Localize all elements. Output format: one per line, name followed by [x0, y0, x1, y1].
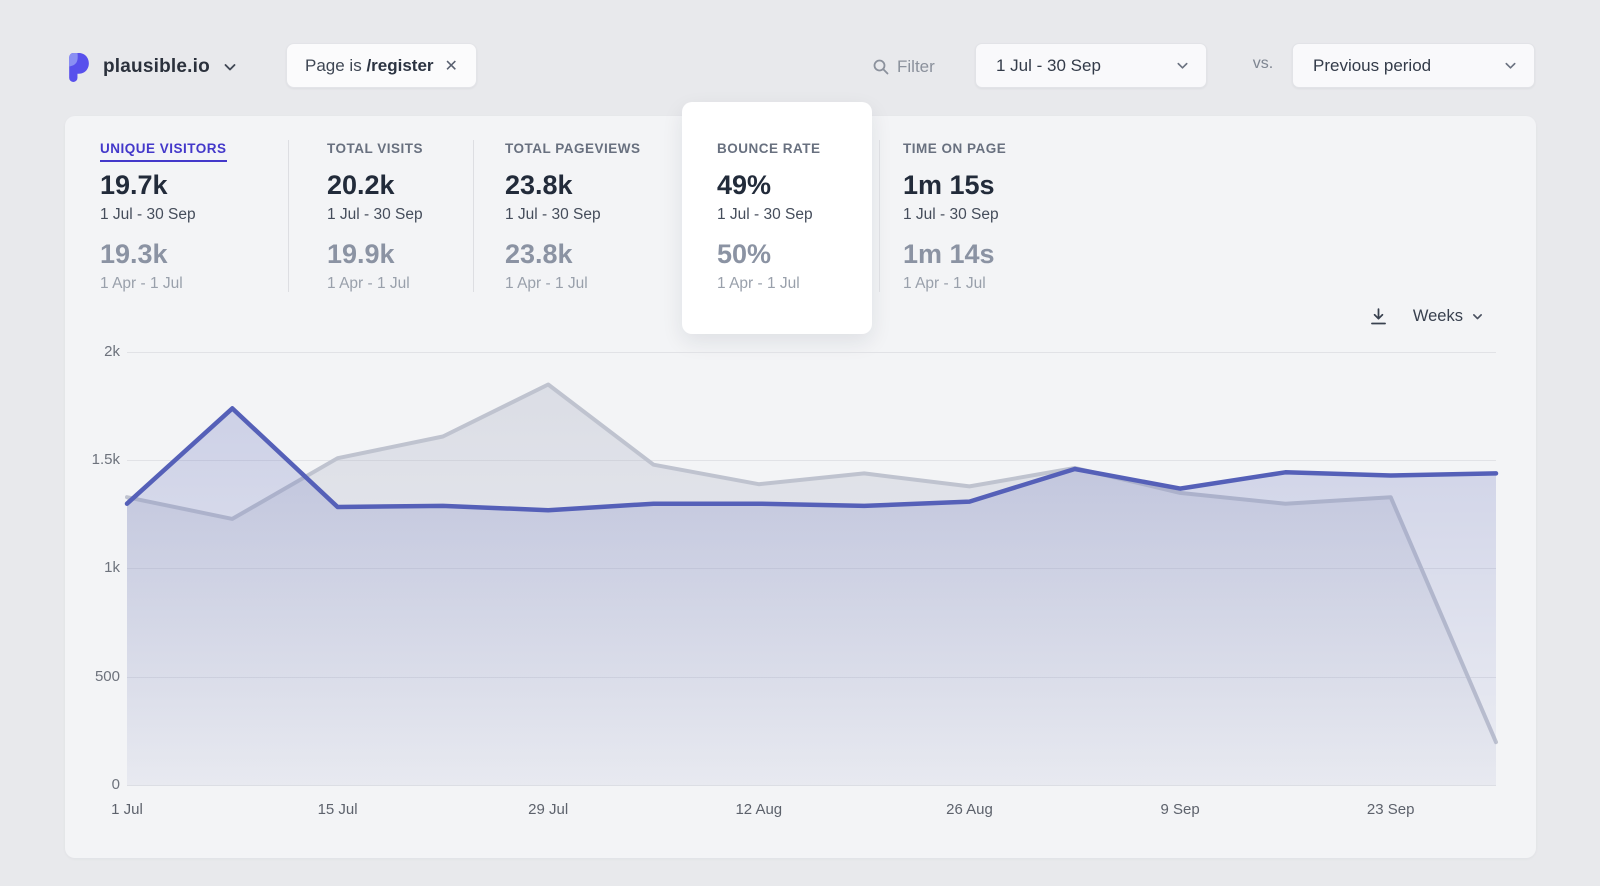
divider: [473, 140, 474, 292]
bounce-rate-card: [682, 102, 872, 334]
metric-period: 1 Jul - 30 Sep: [100, 206, 196, 223]
site-switcher[interactable]: plausible.io: [66, 48, 238, 86]
metric-value: 23.8k: [505, 170, 573, 200]
search-icon: [872, 58, 890, 76]
metric-prev-period: 1 Apr - 1 Jul: [505, 275, 588, 292]
divider: [288, 140, 289, 292]
metric-period: 1 Jul - 30 Sep: [717, 206, 813, 223]
metric-total-pageviews[interactable]: TOTAL PAGEVIEWS 23.8k 1 Jul - 30 Sep 23.…: [505, 140, 685, 294]
date-range-value: 1 Jul - 30 Sep: [996, 55, 1101, 75]
metric-unique-visitors[interactable]: UNIQUE VISITORS 19.7k 1 Jul - 30 Sep 19.…: [100, 140, 280, 294]
dashboard-panel: UNIQUE VISITORS 19.7k 1 Jul - 30 Sep 19.…: [65, 102, 1536, 858]
metric-prev-period: 1 Apr - 1 Jul: [100, 275, 183, 292]
comparison-value: Previous period: [1313, 55, 1432, 75]
metric-prev-period: 1 Apr - 1 Jul: [717, 275, 800, 292]
metric-period: 1 Jul - 30 Sep: [505, 206, 601, 223]
comparison-select[interactable]: Previous period: [1292, 43, 1535, 88]
metric-prev-value: 1m 14s: [903, 239, 995, 269]
site-name: plausible.io: [103, 56, 210, 77]
x-tick-label: 29 Jul: [528, 801, 569, 818]
metric-period: 1 Jul - 30 Sep: [903, 206, 999, 223]
chevron-down-icon: [1503, 58, 1518, 73]
y-tick-label: 2k: [104, 342, 120, 360]
y-tick-label: 500: [94, 667, 120, 685]
plausible-logo-icon: [66, 52, 91, 82]
filter-button[interactable]: Filter: [872, 50, 935, 84]
gridline: [127, 351, 1496, 353]
gridline: [127, 785, 1496, 786]
metric-prev-period: 1 Apr - 1 Jul: [327, 275, 410, 292]
gridline: [127, 459, 1496, 461]
filter-label: Filter: [897, 57, 935, 76]
metric-prev-value: 19.3k: [100, 239, 168, 269]
metric-time-on-page[interactable]: TIME ON PAGE 1m 15s 1 Jul - 30 Sep 1m 14…: [903, 140, 1083, 294]
chevron-down-icon: [1175, 58, 1190, 73]
vs-label: vs.: [1252, 55, 1274, 72]
top-bar: plausible.io Page is /register ✕ Filter …: [0, 0, 1600, 116]
y-tick-label: 0: [111, 776, 120, 793]
x-tick-label: 26 Aug: [946, 801, 993, 818]
y-tick-label: 1.5k: [91, 450, 120, 468]
close-icon[interactable]: ✕: [444, 57, 458, 75]
chevron-down-icon: [1471, 310, 1484, 323]
metric-value: 49%: [717, 170, 772, 200]
x-tick-label: 23 Sep: [1366, 801, 1415, 818]
download-button[interactable]: [1368, 306, 1389, 327]
metric-period: 1 Jul - 30 Sep: [327, 206, 423, 223]
interval-select[interactable]: Weeks: [1413, 307, 1484, 326]
interval-value: Weeks: [1412, 307, 1463, 325]
metric-prev-value: 23.8k: [505, 239, 573, 269]
metric-prev-value: 19.9k: [327, 239, 395, 269]
x-tick-label: 12 Aug: [735, 801, 783, 818]
x-tick-label: 9 Sep: [1160, 801, 1200, 818]
chevron-down-icon: [222, 59, 238, 75]
x-tick-label: 15 Jul: [317, 801, 358, 818]
filter-chip-page[interactable]: Page is /register ✕: [286, 43, 477, 88]
metric-prev-value: 50%: [717, 239, 772, 269]
series-area: [127, 407, 1496, 785]
metric-value: 1m 15s: [903, 170, 995, 200]
filter-chip-text: Page is /register: [305, 55, 434, 75]
y-tick-label: 1k: [104, 559, 120, 577]
metric-bounce-rate[interactable]: BOUNCE RATE 49% 1 Jul - 30 Sep 50% 1 Apr…: [717, 140, 897, 294]
visitors-chart: 0 500 1k 1.5k 2k 1 Jul 15 Jul 29 Jul 12 Aug 26 A…: [65, 116, 1536, 858]
divider: [879, 140, 880, 292]
x-tick-label: 1 Jul: [111, 801, 143, 818]
metric-total-visits[interactable]: TOTAL VISITS 20.2k 1 Jul - 30 Sep 19.9k …: [327, 140, 507, 294]
metric-value: 19.7k: [100, 170, 168, 200]
download-icon: [1368, 306, 1389, 327]
metric-value: 20.2k: [327, 170, 395, 200]
series-line: [124, 405, 1499, 512]
chart-controls: Weeks: [1368, 306, 1484, 327]
metric-prev-period: 1 Apr - 1 Jul: [903, 275, 986, 292]
date-range-select[interactable]: 1 Jul - 30 Sep: [975, 43, 1207, 88]
chart-plot: [124, 382, 1499, 785]
